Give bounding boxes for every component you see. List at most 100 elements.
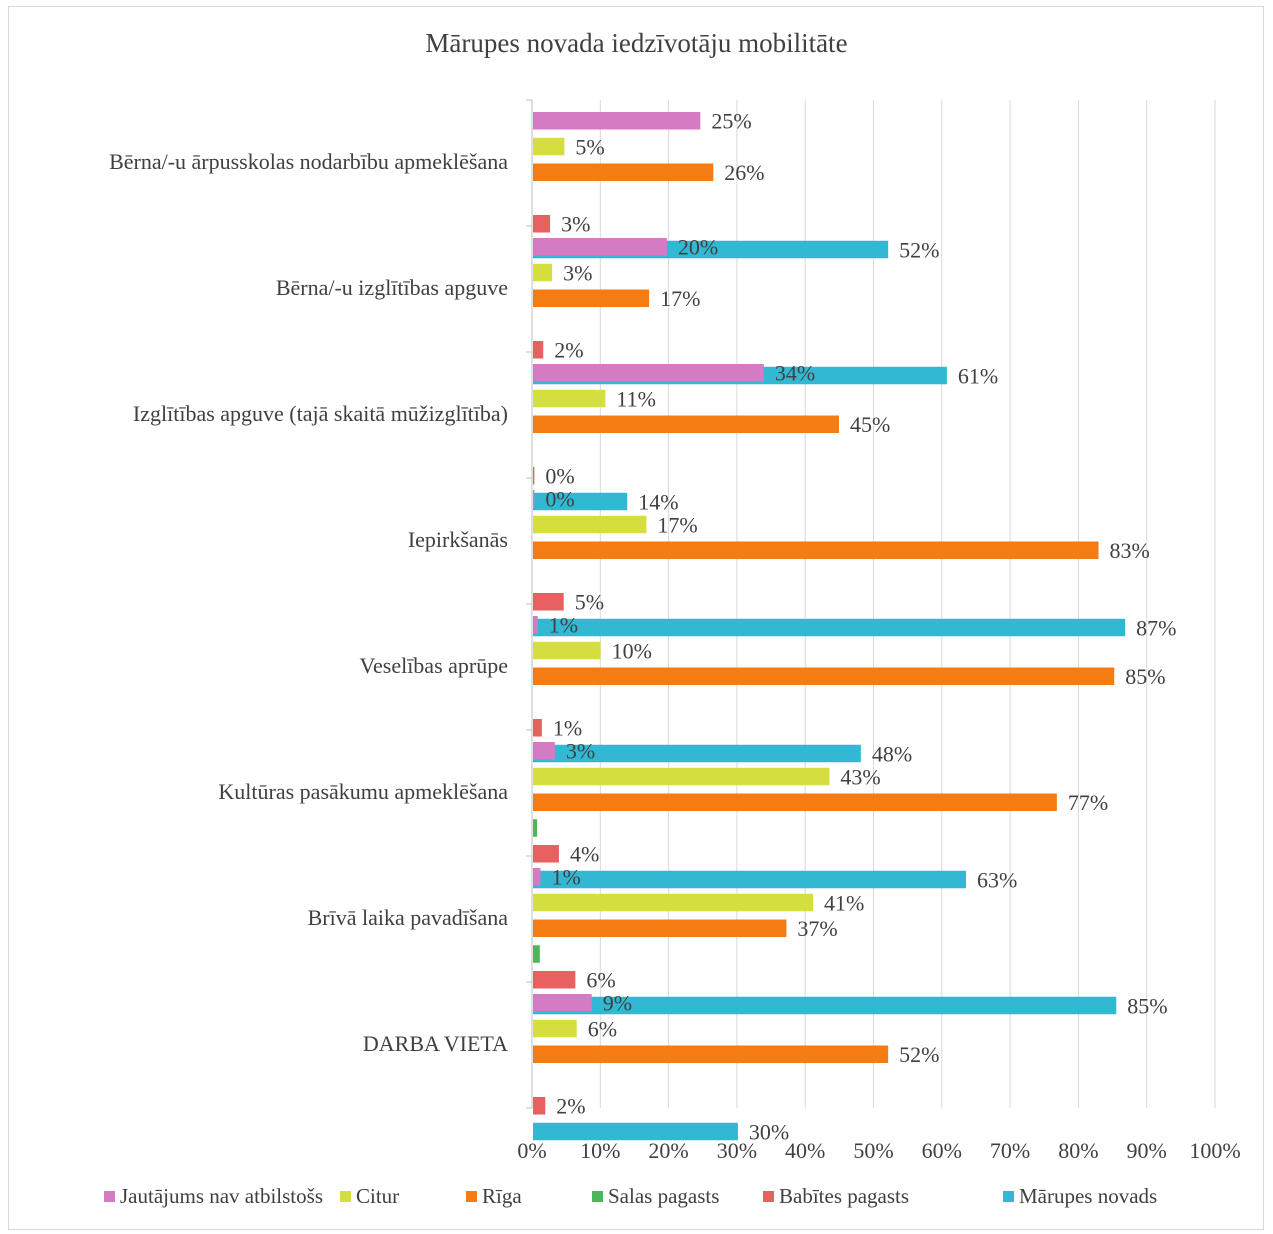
bar-salas-pagasts	[533, 819, 538, 837]
data-label: 85%	[1127, 993, 1167, 1018]
data-label: 4%	[570, 842, 599, 867]
data-label: 5%	[575, 590, 604, 615]
data-label: 6%	[588, 1016, 617, 1041]
bar-mārupes-novads	[533, 744, 861, 763]
bar-citur	[533, 893, 814, 912]
data-label: 34%	[775, 361, 815, 386]
data-label: 6%	[586, 968, 615, 993]
data-label: 5%	[575, 134, 604, 159]
x-tick-label: 0%	[517, 1138, 546, 1163]
bar-babītes-pagasts	[533, 719, 542, 737]
data-label: 3%	[561, 212, 590, 237]
bar-jautājums-nav-atbilstošs	[533, 994, 592, 1012]
category-label: Kultūras pasākumu apmeklēšana	[218, 779, 508, 804]
legend-entry: Citur	[356, 1184, 399, 1208]
legend-entry: Salas pagasts	[608, 1184, 719, 1208]
data-label: 48%	[872, 741, 912, 766]
bar-rīga	[533, 667, 1115, 686]
bar-rīga	[533, 541, 1099, 560]
category-label: Veselības aprūpe	[360, 653, 508, 678]
bar-rīga	[533, 163, 714, 182]
data-label: 17%	[660, 286, 700, 311]
bar-salas-pagasts	[533, 945, 540, 963]
x-tick-label: 20%	[648, 1138, 688, 1163]
legend-swatch	[763, 1191, 774, 1202]
x-tick-label: 70%	[990, 1138, 1030, 1163]
bar-jautājums-nav-atbilstošs	[533, 112, 701, 130]
bar-citur	[533, 389, 606, 408]
x-tick-label: 10%	[580, 1138, 620, 1163]
bar-mārupes-novads	[533, 492, 628, 511]
bar-citur	[533, 137, 565, 156]
data-label: 52%	[899, 1042, 939, 1067]
bar-babītes-pagasts	[533, 593, 564, 611]
bar-babītes-pagasts	[533, 971, 576, 989]
data-label: 0%	[545, 464, 574, 489]
category-label: Bērna/-u ārpusskolas nodarbību apmeklēša…	[109, 149, 508, 174]
category-label: Bērna/-u izglītības apguve	[276, 275, 508, 300]
category-label: Izglītības apguve (tajā skaitā mūžizglīt…	[133, 401, 508, 426]
bar-mārupes-novads	[533, 996, 1117, 1015]
data-label: 61%	[958, 363, 998, 388]
data-label: 10%	[612, 638, 652, 663]
bar-babītes-pagasts	[533, 215, 551, 233]
data-label: 45%	[850, 412, 890, 437]
x-tick-label: 50%	[853, 1138, 893, 1163]
bar-jautājums-nav-atbilstošs	[533, 364, 764, 382]
chart-title: Mārupes novada iedzīvotāju mobilitāte	[425, 28, 848, 58]
bar-babītes-pagasts	[533, 467, 535, 485]
legend-entry: Babītes pagasts	[779, 1184, 909, 1208]
data-label: 3%	[566, 739, 595, 764]
data-label: 43%	[840, 764, 880, 789]
data-label: 17%	[657, 512, 697, 537]
bar-mārupes-novads	[533, 1122, 738, 1141]
legend-swatch	[104, 1191, 115, 1202]
bar-rīga	[533, 415, 839, 434]
bar-citur	[533, 641, 601, 660]
data-label: 1%	[553, 716, 582, 741]
x-tick-label: 100%	[1189, 1138, 1240, 1163]
legend-swatch	[1003, 1191, 1014, 1202]
data-label: 26%	[724, 160, 764, 185]
data-label: 20%	[678, 235, 718, 260]
x-tick-label: 30%	[717, 1138, 757, 1163]
data-label: 1%	[552, 865, 581, 890]
data-label: 0%	[545, 487, 574, 512]
x-tick-label: 40%	[785, 1138, 825, 1163]
bar-rīga	[533, 793, 1057, 812]
data-label: 30%	[749, 1119, 789, 1144]
data-label: 52%	[899, 237, 939, 262]
chart-frame	[8, 6, 1264, 1230]
bar-babītes-pagasts	[533, 845, 559, 863]
gridlines	[599, 100, 1216, 1108]
value-labels: 25% 5% 26% 3% 52% 20% 3% 17% 2% 61% 34% 11% 45% 0% 14%…	[545, 109, 1176, 1145]
legend-swatch	[466, 1191, 477, 1202]
legend: Jautājums nav atbilstošs Citur Rīga Salas p…	[104, 1184, 1157, 1208]
category-label: DARBA VIETA	[363, 1031, 508, 1056]
legend-entry: Rīga	[482, 1184, 522, 1208]
bar-mārupes-novads	[533, 870, 967, 889]
data-label: 2%	[554, 338, 583, 363]
category-label: Brīvā laika pavadīšana	[308, 905, 509, 930]
bar-babītes-pagasts	[533, 341, 544, 359]
data-label: 37%	[797, 916, 837, 941]
x-tick-label: 80%	[1058, 1138, 1098, 1163]
bar-rīga	[533, 1045, 889, 1064]
bar-citur	[533, 515, 647, 534]
bar-mārupes-novads	[533, 618, 1126, 637]
x-tick-label: 60%	[922, 1138, 962, 1163]
data-label: 41%	[824, 890, 864, 915]
legend-swatch	[340, 1191, 351, 1202]
bar-jautājums-nav-atbilstošs	[533, 238, 667, 256]
legend-entry: Jautājums nav atbilstošs	[120, 1184, 323, 1208]
data-label: 25%	[711, 109, 751, 134]
bar-citur	[533, 767, 830, 786]
bar-rīga	[533, 289, 650, 308]
bar-rīga	[533, 919, 787, 938]
data-label: 83%	[1110, 538, 1150, 563]
bar-citur	[533, 1019, 577, 1038]
data-label: 9%	[603, 991, 632, 1016]
category-label: Iepirkšanās	[408, 527, 508, 552]
bar-jautājums-nav-atbilstošs	[533, 868, 541, 886]
